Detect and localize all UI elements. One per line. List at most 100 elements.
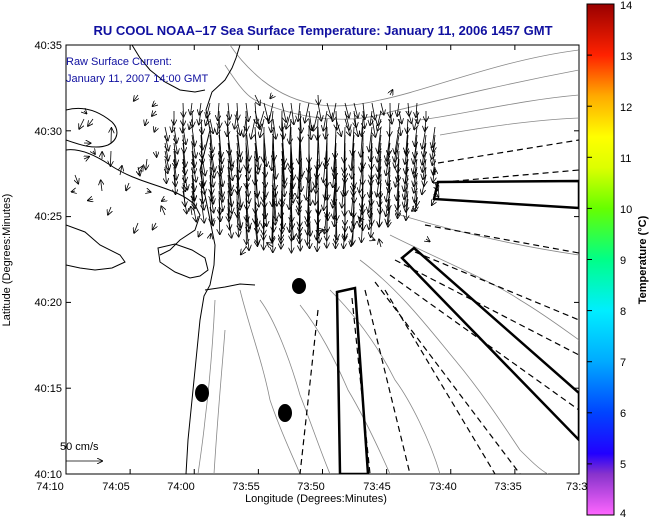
current-vector [359, 158, 364, 192]
current-vector [299, 182, 301, 214]
current-vector [335, 118, 341, 136]
current-vector [309, 206, 310, 235]
current-vector [422, 126, 427, 148]
current-vector [318, 126, 320, 167]
current-vector [254, 134, 259, 169]
current-vector [183, 150, 185, 175]
current-vector [245, 198, 249, 228]
current-vector [191, 102, 193, 114]
current-vector [201, 118, 202, 134]
current-vector [344, 110, 350, 130]
current-vector [236, 174, 241, 207]
vector-scale-label: 50 cm/s [60, 441, 99, 453]
current-vector [200, 150, 205, 175]
current-vector [404, 182, 409, 207]
current-vector [174, 126, 177, 143]
current-vector [435, 190, 439, 197]
current-vector [201, 158, 204, 186]
current-vector [218, 166, 222, 197]
current-vector [282, 158, 284, 196]
current-vector [378, 158, 381, 184]
current-vector [300, 134, 302, 176]
current-vector [183, 126, 186, 144]
current-vector [432, 126, 435, 147]
current-vector [361, 126, 363, 157]
current-vector [413, 150, 418, 173]
current-vector [414, 158, 417, 177]
current-vector [165, 158, 168, 173]
current-vector [134, 222, 138, 233]
current-vector [291, 102, 294, 124]
current-vector [210, 118, 213, 133]
current-vector [199, 102, 201, 115]
current-vector [255, 214, 258, 244]
current-vector [218, 182, 223, 211]
colorbar-tick-label: 12 [620, 102, 632, 114]
current-vector [154, 127, 156, 132]
current-vector [290, 118, 292, 143]
current-vector [317, 230, 323, 231]
current-vector [200, 174, 205, 194]
current-vector [317, 118, 318, 140]
current-vector [246, 222, 249, 250]
current-vector [255, 206, 257, 233]
current-vector [416, 102, 417, 117]
current-vector [206, 102, 210, 117]
current-vector [406, 150, 409, 174]
current-vector [236, 198, 241, 227]
y-axis: 40:35 40:30 40:25 40:20 40:15 40:10 Lati… [1, 40, 62, 481]
x-axis: 74:10 74:05 74:00 73:55 73:50 73:45 73:4… [36, 481, 587, 505]
current-vector [227, 134, 232, 166]
current-vector [172, 118, 174, 132]
current-vector [174, 142, 176, 165]
current-vector [422, 174, 427, 194]
current-vector [110, 150, 111, 166]
current-vector [237, 102, 238, 119]
current-vector [351, 134, 354, 170]
current-vector [183, 142, 185, 167]
current-vector [404, 174, 409, 199]
current-vector [399, 118, 401, 135]
current-vector [282, 118, 284, 138]
current-vector [333, 174, 337, 207]
current-vector [352, 206, 354, 231]
axis-tick-marks [65, 44, 580, 475]
y-tick-label: 40:25 [34, 211, 62, 223]
current-vector [182, 190, 187, 213]
current-vector [245, 126, 249, 161]
current-vector [272, 134, 273, 170]
current-vector [415, 126, 417, 146]
current-vector [344, 102, 349, 118]
colorbar-tick-label: 13 [620, 51, 632, 63]
current-vector [405, 158, 408, 183]
map-plot-area: Raw Surface Current: January 11, 2007 14… [60, 44, 580, 475]
current-vector [161, 206, 165, 216]
current-vector [237, 182, 240, 210]
x-tick-label: 73:3 [566, 481, 587, 493]
current-vector [379, 240, 381, 248]
current-vector [432, 150, 435, 165]
current-vector [324, 174, 328, 210]
colorbar-tick-label: 5 [620, 459, 626, 471]
current-vector [237, 214, 239, 236]
current-vector [93, 151, 95, 154]
current-vector [282, 134, 285, 169]
current-vector [378, 150, 381, 179]
current-vector [209, 190, 214, 212]
current-vector [378, 134, 382, 162]
current-vector [416, 198, 417, 206]
current-vector [254, 94, 260, 105]
current-vector [273, 118, 276, 139]
current-vector [137, 166, 143, 176]
current-vector [246, 102, 248, 121]
current-vector [255, 222, 257, 246]
current-vector [209, 150, 214, 178]
current-vector [192, 190, 195, 208]
current-vector [84, 111, 86, 113]
current-vector [264, 190, 267, 226]
current-vector [281, 182, 282, 217]
current-vector [370, 110, 372, 125]
current-vector [79, 118, 85, 129]
current-vector [406, 198, 408, 220]
current-vector [317, 206, 318, 240]
